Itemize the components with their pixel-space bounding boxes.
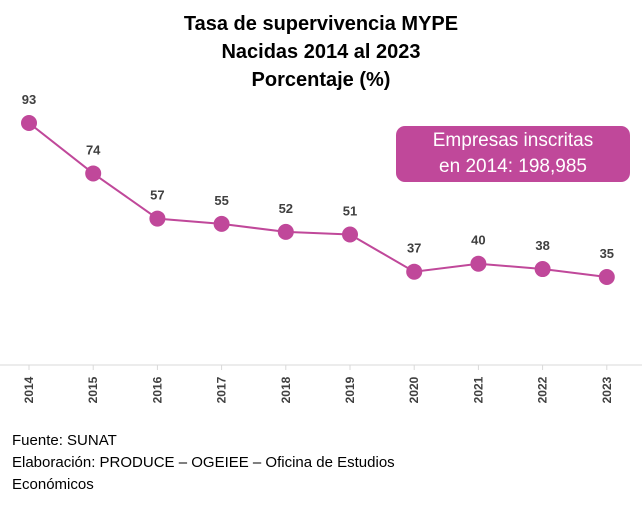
- annotation-line-1: Empresas inscritas: [432, 130, 594, 151]
- x-tick-label-2014: 2014: [22, 376, 36, 403]
- x-tick-label-2017: 2017: [215, 376, 229, 403]
- data-point-2023: [598, 269, 615, 285]
- annotation-callout: Empresas inscritas en 2014: 198,985: [396, 126, 630, 182]
- source-note: Fuente: SUNAT: [12, 432, 117, 449]
- data-label-2014: 93: [22, 92, 36, 107]
- data-point-2020: [406, 263, 423, 280]
- data-point-2021: [470, 255, 487, 272]
- data-label-2018: 52: [279, 201, 293, 216]
- x-tick-label-2015: 2015: [86, 376, 100, 403]
- x-tick-label-2023: 2023: [600, 376, 614, 403]
- chart-title-line-1: Tasa de supervivencia MYPE: [183, 13, 459, 35]
- chart-title-line-3: Porcentaje (%): [251, 69, 391, 91]
- data-point-2015: [85, 165, 102, 182]
- x-tick-label-2019: 2019: [343, 376, 357, 403]
- data-label-2020: 37: [407, 241, 421, 256]
- data-label-2015: 74: [86, 142, 101, 157]
- data-label-2016: 57: [150, 188, 164, 203]
- chart-title: Tasa de supervivencia MYPE Nacidas 2014 …: [0, 10, 642, 94]
- annotation-line-2: en 2014: 198,985: [439, 156, 587, 177]
- x-tick-label-2018: 2018: [279, 376, 293, 403]
- elaboration-note-continued: Económicos: [12, 476, 94, 493]
- x-tick-label-2016: 2016: [150, 376, 164, 403]
- data-point-2014: [21, 115, 37, 131]
- series-line: [28, 122, 607, 278]
- data-point-2016: [149, 210, 166, 227]
- footer-notes: Fuente: SUNAT Elaboración: PRODUCE – OGE…: [12, 430, 452, 496]
- x-tick-label-2022: 2022: [536, 376, 550, 403]
- data-label-2017: 55: [214, 193, 228, 208]
- data-label-2019: 51: [343, 204, 357, 219]
- line-chart: 93 2014 74 2015 57 2016 55 2017 52 2018 51 2019 37 20…: [0, 92, 642, 403]
- data-label-2023: 35: [600, 246, 614, 261]
- elaboration-note: Elaboración: PRODUCE – OGEIEE – Oficina …: [12, 454, 395, 471]
- data-point-2019: [342, 226, 358, 243]
- data-point-2022: [534, 261, 551, 278]
- data-label-2022: 38: [535, 238, 549, 253]
- data-point-2017: [213, 215, 230, 232]
- chart-title-line-2: Nacidas 2014 al 2023: [221, 41, 421, 63]
- x-tick-label-2021: 2021: [471, 376, 485, 403]
- data-point-2018: [277, 223, 294, 240]
- data-label-2021: 40: [471, 233, 485, 248]
- x-tick-label-2020: 2020: [407, 376, 421, 403]
